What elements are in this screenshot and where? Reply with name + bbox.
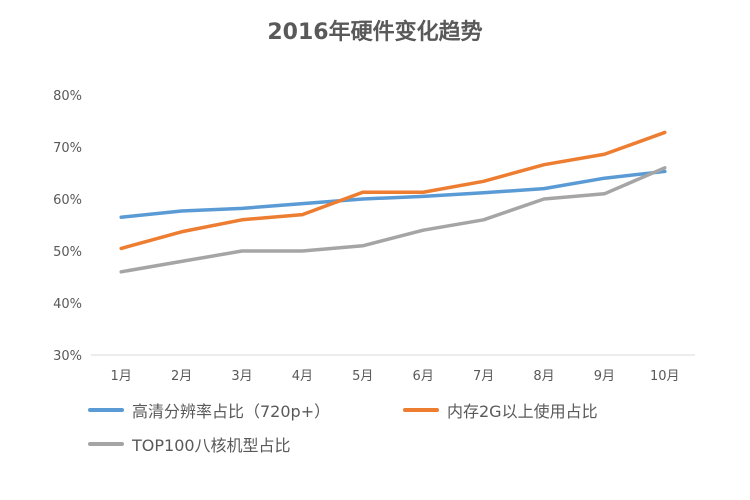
y-tick-label: 60% [53, 193, 82, 208]
y-tick-label: 40% [53, 297, 82, 312]
legend-swatch-resolution [88, 408, 124, 412]
y-axis-labels: 30% 40% 50% 60% 70% 80% [53, 89, 82, 364]
legend-item-memory: 内存2G以上使用占比 [403, 398, 598, 422]
y-tick-label: 30% [53, 349, 82, 364]
x-axis-labels: 1月 2月 3月 4月 5月 6月 7月 8月 9月 10月 [111, 369, 680, 384]
y-tick-label: 70% [53, 141, 82, 156]
x-tick-label: 1月 [111, 369, 132, 384]
legend-item-resolution: 高清分辨率占比（720p+） [88, 398, 330, 422]
series-line-0 [119, 169, 667, 219]
legend-item-octacore: TOP100八核机型占比 [88, 432, 291, 456]
series-line-1 [119, 130, 667, 251]
x-tick-label: 10月 [650, 369, 680, 384]
y-tick-label: 50% [53, 245, 82, 260]
x-tick-label: 7月 [473, 369, 494, 384]
legend-swatch-memory [403, 408, 439, 412]
x-tick-label: 9月 [594, 369, 615, 384]
legend-swatch-octacore [88, 442, 124, 446]
legend-label-memory: 内存2G以上使用占比 [447, 402, 598, 421]
x-tick-label: 3月 [231, 369, 252, 384]
x-tick-label: 8月 [533, 369, 554, 384]
series-line-2 [119, 166, 667, 274]
series-lines [119, 130, 667, 274]
y-tick-label: 80% [53, 89, 82, 104]
legend-label-resolution: 高清分辨率占比（720p+） [132, 402, 331, 421]
x-tick-label: 2月 [171, 369, 192, 384]
x-tick-label: 4月 [292, 369, 313, 384]
x-tick-label: 6月 [413, 369, 434, 384]
chart-title: 2016年硬件变化趋势 [267, 20, 483, 45]
legend-label-octacore: TOP100八核机型占比 [132, 436, 291, 455]
x-tick-label: 5月 [352, 369, 373, 384]
